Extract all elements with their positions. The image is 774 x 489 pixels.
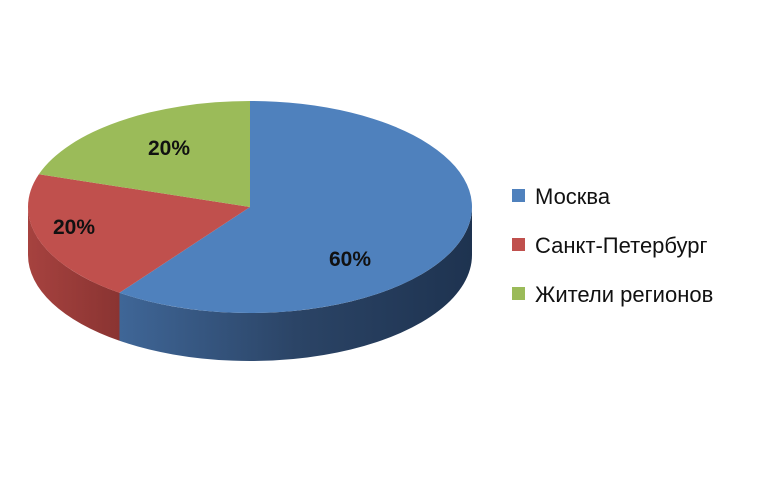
- pie-slice-regions: [38, 101, 251, 207]
- pie-slice-spb: [27, 174, 250, 293]
- legend-label-regions: Жители регионов: [535, 282, 713, 307]
- data-label-moscow: 60%: [329, 248, 371, 271]
- pie-side-spb: [28, 207, 120, 341]
- legend-swatch-moscow: [512, 189, 525, 202]
- legend-label-spb: Санкт-Петербург: [535, 233, 708, 258]
- data-label-spb: 20%: [53, 216, 95, 239]
- data-label-regions: 20%: [148, 137, 190, 160]
- legend-label-moscow: Москва: [535, 184, 611, 209]
- legend-swatch-regions: [512, 287, 525, 300]
- pie-side-moscow: [119, 207, 473, 362]
- pie-slice-moscow: [119, 101, 473, 313]
- legend-swatch-spb: [512, 238, 525, 251]
- legend: Москва Санкт-Петербург Жители регионов: [512, 184, 713, 307]
